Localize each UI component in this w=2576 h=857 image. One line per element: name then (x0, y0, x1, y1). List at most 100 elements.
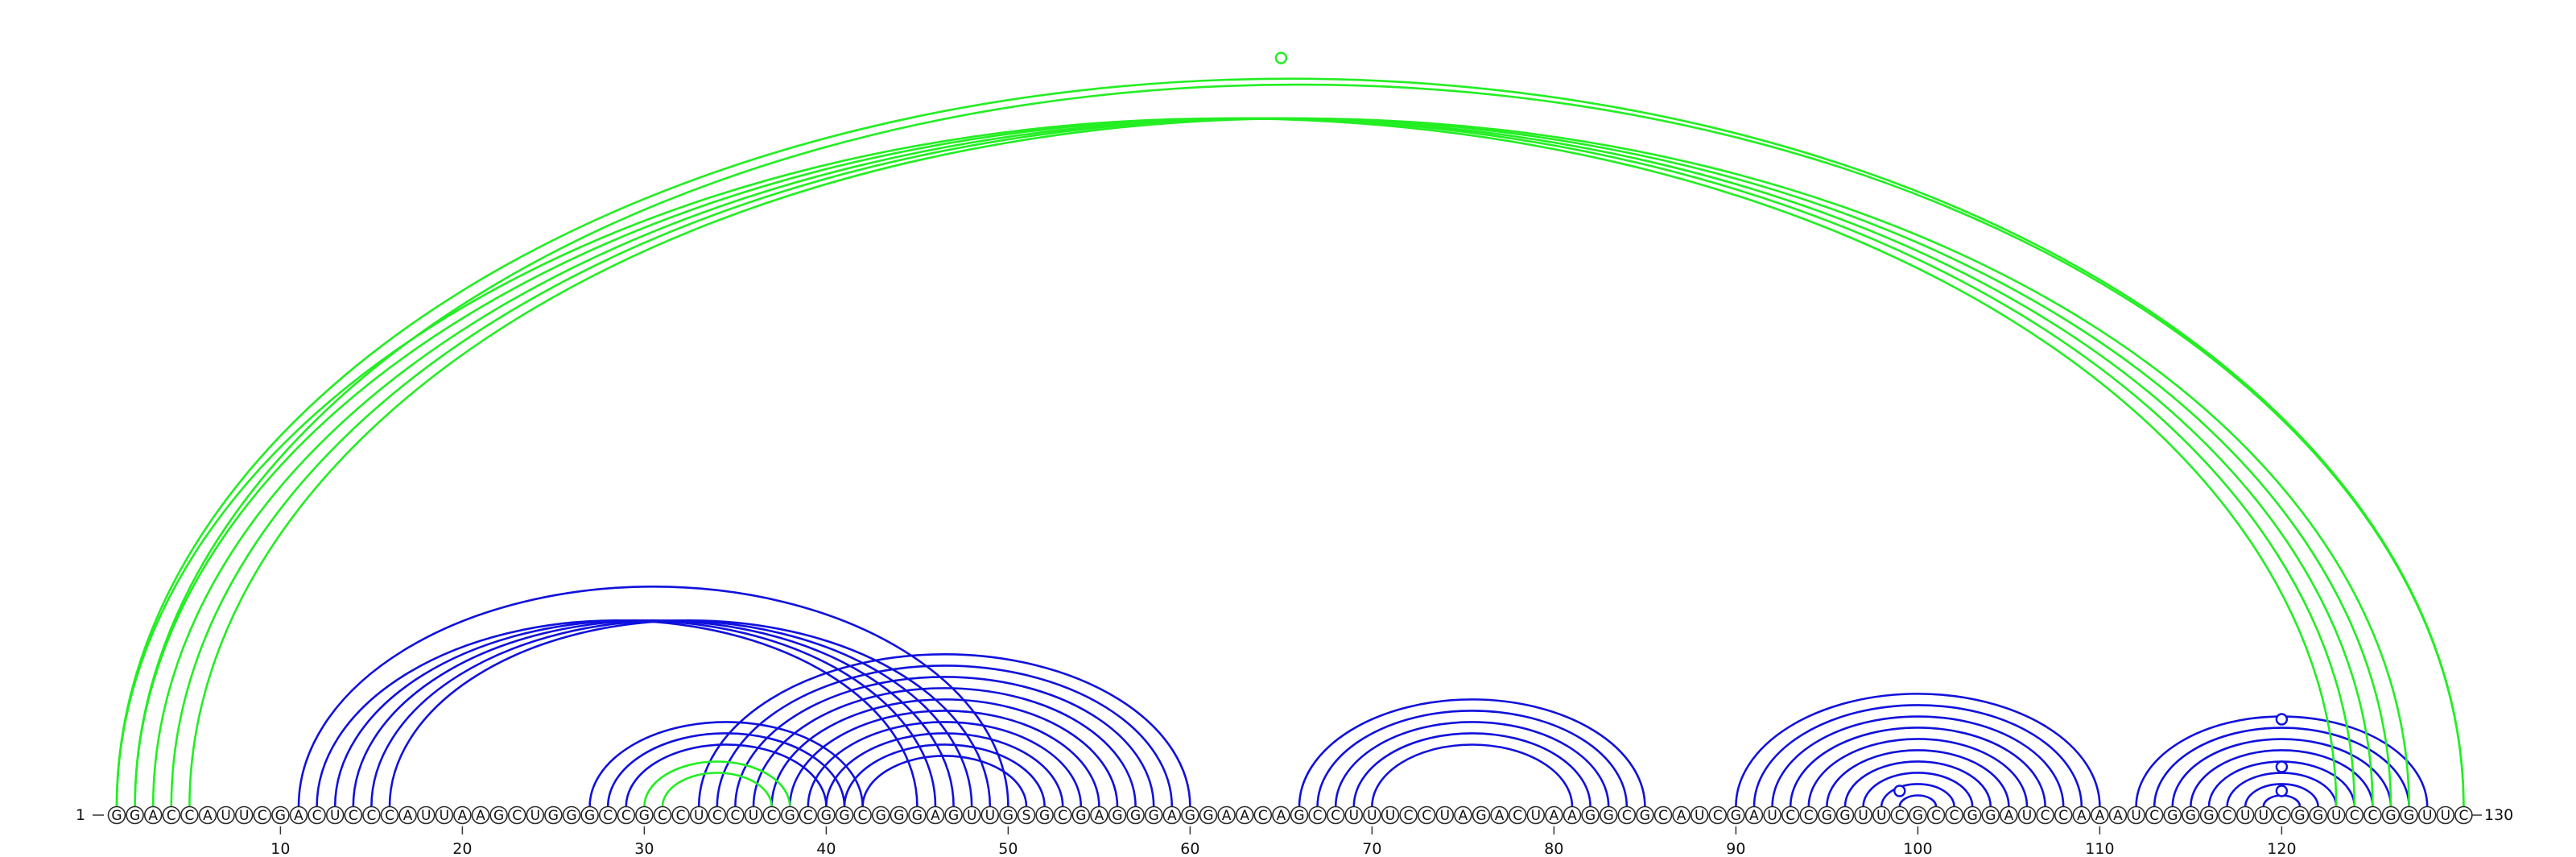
nucleotide-letter: G (2313, 808, 2323, 824)
tick-label: 30 (634, 840, 654, 857)
nucleotide-letter: C (1658, 808, 1668, 824)
nucleotide-circle (1854, 805, 1872, 825)
nucleotide-circle (1181, 805, 1199, 825)
nucleotide-circle (1909, 805, 1927, 825)
nucleotide-letter: U (239, 808, 249, 824)
arc-marker (2275, 785, 2289, 797)
nucleotide-letter: U (1367, 808, 1377, 824)
nucleotide-circle (1017, 805, 1036, 825)
nucleotide-letter: U (1695, 808, 1704, 824)
nucleotide-letter: C (1895, 808, 1905, 824)
nucleotide-circle (1108, 805, 1127, 825)
nucleotide-letter: U (2240, 808, 2250, 824)
nucleotide-circle (1308, 805, 1327, 825)
nucleotide-letter: C (1513, 808, 1522, 824)
nucleotide-circle (2054, 805, 2073, 825)
nucleotide-letter: G (785, 808, 795, 824)
nucleotide-circle (107, 805, 126, 825)
nested-pair-arc (807, 721, 1083, 807)
nucleotide-letter: S (1022, 808, 1031, 824)
nucleotide-letter: G (1731, 808, 1741, 824)
nucleotide-circle (416, 805, 436, 825)
nucleotide-letter: C (2368, 808, 2377, 824)
tick-label: 80 (1544, 840, 1563, 857)
nucleotide-circle (1781, 805, 1800, 825)
nucleotide-circle (126, 805, 144, 825)
nucleotide-letter: C (1950, 808, 1959, 824)
nucleotide-letter: U (985, 808, 995, 824)
nested-pair-arc (1771, 715, 2065, 807)
nucleotide-circle (762, 805, 781, 825)
nucleotide-circle (435, 805, 454, 825)
crossing-pair-arc (151, 117, 2374, 807)
nucleotide-circle (1235, 805, 1254, 825)
nucleotide-circle (1818, 805, 1836, 825)
nucleotide-letter: G (1839, 808, 1850, 824)
nucleotide-letter: U (1440, 808, 1450, 824)
nucleotide-circle (489, 805, 508, 825)
nucleotide-letter: G (1640, 808, 1650, 824)
nucleotide-circle (1835, 805, 1855, 825)
nucleotide-letter: A (1240, 808, 1249, 824)
start-position-label: 1 (76, 806, 85, 824)
nucleotide-letter: U (330, 808, 340, 824)
nested-pair-arc (2153, 727, 2410, 807)
nested-pair-arc (1316, 710, 1629, 807)
nucleotide-circle (271, 805, 290, 825)
nucleotide-circle (708, 805, 727, 825)
nucleotide-circle (744, 805, 763, 825)
nucleotide-letter: G (1985, 808, 1996, 824)
nucleotide-letter: C (1258, 808, 1268, 824)
nucleotide-circle (1472, 805, 1491, 825)
nucleotide-letter: C (1785, 808, 1795, 824)
nucleotide-letter: A (403, 808, 413, 824)
nucleotide-circle (471, 805, 490, 825)
nucleotide-circle (653, 805, 672, 825)
nucleotide-letter: G (1130, 808, 1141, 824)
nucleotide-letter: G (2167, 808, 2178, 824)
nucleotide-circle (308, 805, 326, 825)
nucleotide-letter: U (2331, 808, 2341, 824)
nucleotide-letter: G (1585, 808, 1596, 824)
nucleotide-circle (1890, 805, 1909, 825)
nucleotide-letter: U (967, 808, 976, 824)
nucleotide-letter: U (440, 808, 449, 824)
nucleotide-circle (1053, 805, 1072, 825)
nucleotide-circle (871, 805, 890, 825)
nucleotide-letter: C (366, 808, 376, 824)
nucleotide-letter: C (676, 808, 686, 824)
nucleotide-circle (1744, 805, 1764, 825)
nucleotide-letter: A (1167, 808, 1177, 824)
nested-pair-arc (1807, 738, 2029, 807)
nucleotide-letter: A (1677, 808, 1686, 824)
nucleotide-circle (325, 805, 345, 825)
nested-pair-arc (1298, 698, 1646, 807)
nucleotide-circle (507, 805, 526, 825)
nucleotide-letter: C (858, 808, 868, 824)
nucleotide-circle (2363, 805, 2382, 825)
nucleotide-circle (2000, 805, 2018, 825)
nucleotide-letter: C (184, 808, 194, 824)
nucleotide-letter: C (2458, 808, 2468, 824)
nucleotide-letter: G (493, 808, 504, 824)
tick-label: 110 (2085, 840, 2114, 857)
nucleotide-circle (253, 805, 272, 825)
nucleotide-circle (362, 805, 381, 825)
nucleotide-circle (926, 805, 945, 825)
nucleotide-letter: U (1385, 808, 1395, 824)
nucleotide-letter: G (639, 808, 650, 824)
nucleotide-circle (1526, 805, 1546, 825)
nested-pair-arc (770, 698, 1119, 807)
nucleotide-circle (1926, 805, 1946, 825)
nucleotide-letter: C (730, 808, 740, 824)
nested-pair-arc (734, 676, 1155, 807)
nucleotide-letter: C (2149, 808, 2159, 824)
nucleotide-letter: C (512, 808, 522, 824)
nucleotide-letter: C (2277, 808, 2286, 824)
crossing-pair-arc (188, 117, 2410, 807)
nucleotide-circle (580, 805, 599, 825)
nucleotide-letter: C (2223, 808, 2232, 824)
nucleotide-letter: G (894, 808, 904, 824)
nested-pair-arc (788, 710, 1100, 807)
